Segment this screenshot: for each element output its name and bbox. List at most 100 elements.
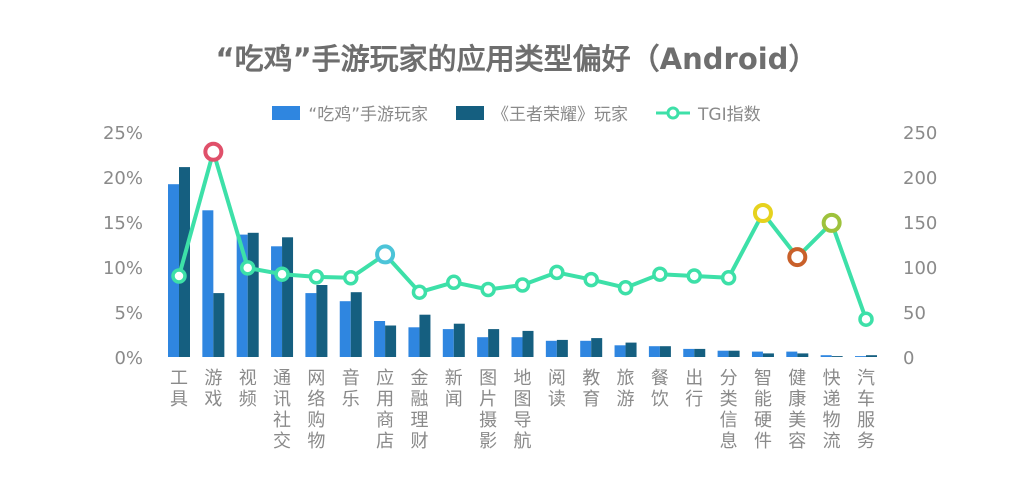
x-tick-label: 硬 <box>754 410 772 431</box>
x-tick-label: 图 <box>514 389 532 410</box>
tgi-highlight-marker <box>821 212 842 233</box>
x-tick-label: 片 <box>479 389 497 410</box>
x-tick-label: 影 <box>479 431 497 452</box>
tgi-marker <box>446 274 462 291</box>
x-tick-label: 乐 <box>342 389 360 410</box>
bar-wzry <box>350 292 362 357</box>
x-tick-label: 财 <box>410 431 428 452</box>
legend-item-tgi: TGI指数 <box>656 100 761 125</box>
bar-wzry <box>831 356 843 357</box>
bar-chiji <box>202 210 214 357</box>
x-tick-label: 递 <box>823 389 841 410</box>
bar-wzry <box>385 325 397 357</box>
right-tick-label: 250 <box>903 123 937 144</box>
x-tick-label: 车 <box>857 389 875 410</box>
left-tick-label: 20% <box>103 168 143 189</box>
x-tick-label: 智 <box>754 368 772 389</box>
x-tick-label: 摄 <box>479 410 497 431</box>
tgi-marker <box>549 264 565 281</box>
x-tick-label: 育 <box>582 389 600 410</box>
right-tick-label: 150 <box>903 213 937 234</box>
bar-chiji <box>408 327 420 357</box>
tgi-marker <box>308 269 325 285</box>
x-tick-label: 讯 <box>273 389 291 410</box>
x-tick-label: 能 <box>754 389 772 410</box>
x-tick-label: 工 <box>170 368 188 389</box>
x-tick-label: 通 <box>273 368 291 389</box>
tgi-marker <box>411 284 428 300</box>
legend-item-chiji: “吃鸡”手游玩家 <box>272 100 428 125</box>
left-axis: 0% 5% 10% 15% 20% 25% <box>103 123 143 369</box>
left-tick-label: 10% <box>103 258 143 279</box>
x-tick-label: 络 <box>307 389 325 410</box>
tgi-marker <box>480 281 496 298</box>
x-tick-label: 具 <box>170 389 188 410</box>
bar-chiji <box>580 340 592 357</box>
legend-swatch-light-blue <box>272 105 301 120</box>
tgi-marker <box>514 277 531 293</box>
x-tick-label: 容 <box>788 431 806 452</box>
right-tick-label: 200 <box>903 168 937 189</box>
x-tick-label: 新 <box>445 368 463 389</box>
x-tick-label: 用 <box>376 389 394 410</box>
x-tick-label: 务 <box>857 431 875 452</box>
x-tick-label: 融 <box>410 389 428 410</box>
bar-chiji <box>545 340 557 357</box>
x-tick-label: 康 <box>788 389 806 410</box>
chart-title: “吃鸡”手游玩家的应用类型偏好（Android） <box>215 42 818 76</box>
x-tick-label: 闻 <box>445 389 463 410</box>
x-tick-label: 旅 <box>617 368 635 389</box>
bar-chiji <box>855 356 866 357</box>
left-tick-label: 25% <box>103 123 143 144</box>
bar-chiji <box>339 301 351 357</box>
bar-wzry <box>488 329 500 357</box>
bar-chiji <box>820 355 832 357</box>
x-tick-label: 物 <box>307 431 325 452</box>
legend-swatch-dark-teal <box>456 105 485 120</box>
bar-chiji <box>236 234 248 357</box>
bar-wzry <box>591 338 603 357</box>
x-tick-label: 美 <box>788 410 806 431</box>
x-tick-label: 教 <box>582 368 600 389</box>
bar-series <box>168 167 877 357</box>
x-tick-label: 物 <box>823 410 841 431</box>
bar-wzry <box>453 323 465 357</box>
legend-label: 《王者荣耀》玩家 <box>492 105 629 125</box>
x-tick-label: 应 <box>376 368 394 389</box>
tgi-marker <box>686 268 702 284</box>
left-tick-label: 5% <box>114 303 143 324</box>
line-marker-icon <box>656 106 691 119</box>
x-tick-label: 图 <box>479 368 497 389</box>
bar-wzry <box>694 348 706 357</box>
bar-chiji <box>751 351 763 357</box>
bar-wzry <box>797 353 809 357</box>
x-tick-label: 分 <box>720 368 738 389</box>
bar-chiji <box>683 348 695 357</box>
right-axis: 0 50 100 150 200 250 <box>903 123 937 369</box>
bar-chiji <box>648 346 660 357</box>
x-tick-label: 阅 <box>548 368 566 389</box>
x-tick-label: 频 <box>239 389 257 410</box>
left-tick-label: 15% <box>103 213 143 234</box>
tgi-highlight-marker <box>375 244 396 265</box>
x-tick-label: 金 <box>410 368 428 389</box>
tgi-marker <box>617 279 634 296</box>
bar-wzry <box>213 293 225 357</box>
tgi-marker <box>343 270 359 286</box>
x-tick-label: 信 <box>720 410 738 431</box>
left-tick-label: 0% <box>114 348 143 369</box>
tgi-marker <box>274 266 290 282</box>
tgi-line-series <box>171 141 874 327</box>
legend-label: TGI指数 <box>698 105 761 125</box>
bar-chiji <box>717 350 729 357</box>
right-tick-label: 50 <box>903 303 926 324</box>
x-tick-label: 网 <box>307 368 325 389</box>
legend: “吃鸡”手游玩家 《王者荣耀》玩家 TGI指数 <box>0 100 1033 125</box>
bar-chiji <box>442 329 454 357</box>
tgi-marker <box>583 271 599 288</box>
tgi-highlight-marker <box>787 247 808 268</box>
x-tick-label: 行 <box>685 389 703 410</box>
legend-label: “吃鸡”手游玩家 <box>308 105 429 125</box>
bar-chiji <box>511 337 523 357</box>
